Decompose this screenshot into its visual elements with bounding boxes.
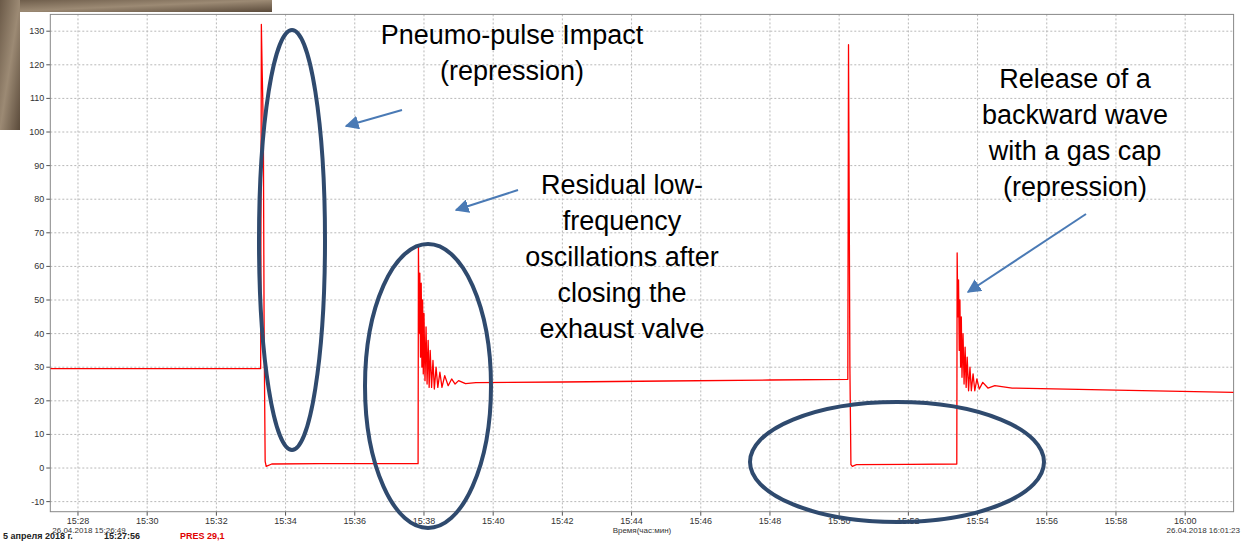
x-axis-title: Время(час:мин)	[613, 526, 672, 535]
annotation-text: (repression)	[440, 56, 584, 86]
y-tick-label: 0	[39, 463, 44, 473]
y-tick-label: 100	[29, 127, 44, 137]
tick-mark	[46, 266, 50, 267]
tick-mark	[46, 165, 50, 166]
grid	[46, 14, 1233, 515]
x-range-end: 26.04.2018 16:01:23	[1167, 526, 1241, 535]
grid-line	[1185, 14, 1186, 511]
grid-line	[216, 14, 217, 511]
annotation: Release of a backward wave with a gas cap (…	[968, 64, 1168, 292]
grid-line	[50, 434, 1233, 435]
x-tick-label: 15:30	[136, 516, 159, 526]
annotation-arrow	[346, 110, 402, 126]
x-tick-label: 15:32	[205, 516, 228, 526]
annotation-text: (repression)	[1003, 172, 1147, 202]
tick-mark	[46, 501, 50, 502]
y-tick-label: 30	[34, 362, 44, 372]
plot-area	[50, 14, 1233, 511]
grid-line	[50, 468, 1233, 469]
x-tick-label: 15:48	[759, 516, 782, 526]
x-tick-label: 15:44	[620, 516, 643, 526]
chart: -10 0 10 20 30 40 50 60 70 80 90 100 110 120 130 15:28 1…	[0, 0, 1246, 544]
x-tick-label: 15:36	[344, 516, 367, 526]
grid-line	[423, 14, 424, 511]
x-tick-label: 15:28	[67, 516, 90, 526]
footer-date: 5 апреля 2018 г.	[3, 531, 73, 541]
y-tick-label: 50	[34, 295, 44, 305]
highlight-ellipse	[365, 244, 491, 528]
tick-mark	[46, 300, 50, 301]
y-tick-label: -10	[31, 497, 44, 507]
annotation-text: closing the	[557, 278, 686, 308]
annotation: Residual low-frequency oscillations after…	[456, 170, 719, 344]
x-tick-label: 15:40	[482, 516, 505, 526]
grid-line	[354, 14, 355, 511]
y-tick-label: 90	[34, 161, 44, 171]
y-tick-label: 40	[34, 329, 44, 339]
tick-labels: -10 0 10 20 30 40 50 60 70 80 90 100 110 120 130 15:28 1…	[29, 26, 1196, 525]
grid-line	[839, 14, 840, 511]
y-tick-label: 20	[34, 396, 44, 406]
x-tick-label: 15:58	[1105, 516, 1128, 526]
highlight-ellipse	[259, 30, 325, 450]
y-tick-label: 80	[34, 194, 44, 204]
y-tick-label: 70	[34, 228, 44, 238]
tick-mark	[46, 132, 50, 133]
highlight-ellipse	[750, 402, 1044, 522]
y-tick-label: 120	[29, 60, 44, 70]
grid-line	[50, 132, 1233, 133]
tick-mark	[46, 232, 50, 233]
grid-line	[908, 14, 909, 511]
annotation-text: with a gas cap	[988, 136, 1162, 166]
grid-line	[50, 400, 1233, 401]
y-tick-label: 130	[29, 26, 44, 36]
footer-time: 15:27:56	[104, 531, 140, 541]
pressure-line	[50, 24, 1233, 466]
annotation-text: Residual low-	[541, 170, 703, 200]
tick-mark	[46, 64, 50, 65]
grid-line	[285, 14, 286, 511]
x-tick-label: 15:34	[274, 516, 297, 526]
grid-line	[769, 14, 770, 511]
annotation: Pneumo-pulse Impact (repression)	[346, 20, 644, 126]
x-tick-label: 15:54	[966, 516, 989, 526]
tick-mark	[46, 333, 50, 334]
grid-line	[493, 14, 494, 511]
annotation-text: exhaust valve	[539, 314, 704, 344]
annotation-arrow	[968, 214, 1086, 292]
tick-mark	[46, 98, 50, 99]
photo-fragment	[0, 0, 272, 12]
x-tick-label: 15:46	[690, 516, 713, 526]
y-tick-label: 10	[34, 429, 44, 439]
footer-reading: PRES 29,1	[180, 531, 225, 541]
grid-line	[77, 14, 78, 511]
annotation-arrow	[456, 190, 518, 210]
annotation-text: Pneumo-pulse Impact	[381, 20, 644, 50]
tick-mark	[46, 434, 50, 435]
tick-mark	[46, 367, 50, 368]
grid-line	[50, 501, 1233, 502]
annotation-text: backward wave	[982, 100, 1168, 130]
grid-line	[50, 367, 1233, 368]
y-tick-label: 110	[30, 93, 44, 103]
grid-line	[977, 14, 978, 511]
tick-mark	[46, 199, 50, 200]
tick-mark	[46, 400, 50, 401]
plot-frame	[50, 14, 1233, 511]
grid-line	[147, 14, 148, 511]
x-tick-label: 16:00	[1174, 516, 1197, 526]
photo-fragment	[0, 0, 20, 130]
x-tick-label: 15:42	[551, 516, 574, 526]
annotation-text: Release of a	[999, 64, 1152, 94]
annotation-text: frequency	[563, 206, 682, 236]
y-tick-label: 60	[34, 261, 44, 271]
data-layer	[50, 24, 1233, 466]
x-tick-label: 15:56	[1035, 516, 1058, 526]
tick-mark	[46, 31, 50, 32]
background	[0, 0, 1246, 544]
tick-mark	[46, 468, 50, 469]
grid-line	[50, 98, 1233, 99]
annotation-text: oscillations after	[525, 242, 719, 272]
